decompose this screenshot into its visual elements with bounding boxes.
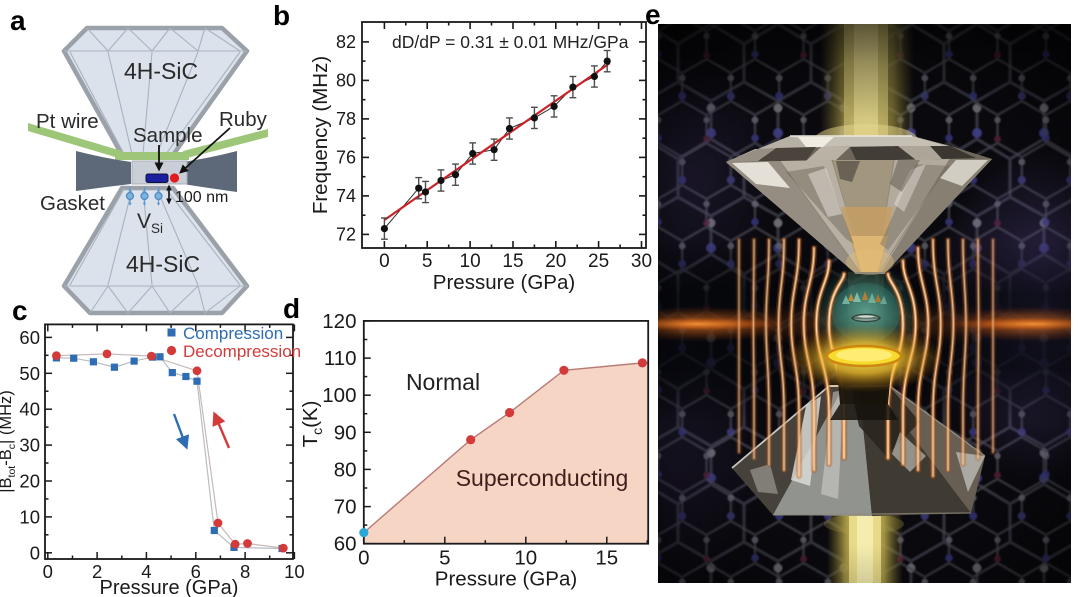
svg-text:10: 10 [284,561,305,582]
svg-text:80: 80 [334,458,357,481]
svg-text:Sample: Sample [133,124,203,147]
svg-text:5: 5 [422,251,433,272]
svg-text:Pressure (GPa): Pressure (GPa) [100,577,239,597]
svg-text:30: 30 [19,435,40,456]
svg-text:Compression: Compression [183,324,283,343]
svg-text:c: c [12,295,28,326]
svg-text:82: 82 [336,32,356,52]
svg-text:40: 40 [19,399,40,420]
svg-text:0: 0 [43,561,53,582]
svg-text:100: 100 [322,384,356,407]
svg-text:10: 10 [514,547,537,570]
svg-text:20: 20 [19,471,40,492]
svg-text:72: 72 [336,224,356,244]
svg-text:4H-SiC: 4H-SiC [126,251,200,277]
svg-text:dD/dP = 0.31 ± 0.01 MHz/GPa: dD/dP = 0.31 ± 0.01 MHz/GPa [392,32,629,52]
svg-text:20: 20 [545,251,566,272]
svg-text:Frequency (MHz): Frequency (MHz) [309,56,332,214]
svg-text:10: 10 [460,251,481,272]
svg-text:2: 2 [92,561,102,582]
svg-text:78: 78 [336,109,356,129]
svg-text:Superconducting: Superconducting [456,465,629,491]
svg-text:Pressure (GPa): Pressure (GPa) [435,568,577,591]
svg-text:30: 30 [631,251,652,272]
svg-text:4: 4 [141,561,151,582]
svg-text:80: 80 [336,70,356,90]
svg-text:Gasket: Gasket [40,192,105,215]
svg-text:b: b [273,0,290,31]
svg-text:100 nm: 100 nm [175,189,228,206]
svg-text:120: 120 [322,310,356,333]
svg-text:0: 0 [30,542,40,563]
svg-text:15: 15 [502,251,523,272]
svg-text:0: 0 [379,251,390,272]
svg-text:74: 74 [336,186,356,206]
svg-text:50: 50 [19,363,40,384]
svg-text:Decompression: Decompression [183,342,301,361]
svg-text:76: 76 [336,147,356,167]
svg-text:|Btot-Bc| (MHz): |Btot-Bc| (MHz) [0,390,18,493]
svg-text:4H-SiC: 4H-SiC [124,58,198,84]
svg-text:60: 60 [19,327,40,348]
svg-text:e: e [645,0,661,30]
svg-text:Pt wire: Pt wire [36,110,99,133]
svg-text:70: 70 [334,496,357,519]
svg-text:6: 6 [191,561,201,582]
svg-text:Ruby: Ruby [219,108,268,131]
svg-text:0: 0 [358,547,369,570]
svg-text:8: 8 [240,561,250,582]
svg-text:Normal: Normal [406,369,480,395]
svg-text:5: 5 [439,547,450,570]
svg-text:Pressure (GPa): Pressure (GPa) [433,271,575,294]
svg-text:110: 110 [324,347,357,370]
svg-text:15: 15 [595,547,618,570]
svg-text:25: 25 [588,251,609,272]
svg-text:a: a [10,5,26,36]
svg-text:10: 10 [19,506,40,527]
svg-text:Tc(K): Tc(K) [299,401,325,448]
svg-text:d: d [283,293,300,324]
svg-text:90: 90 [334,421,357,444]
svg-text:60: 60 [334,533,357,556]
